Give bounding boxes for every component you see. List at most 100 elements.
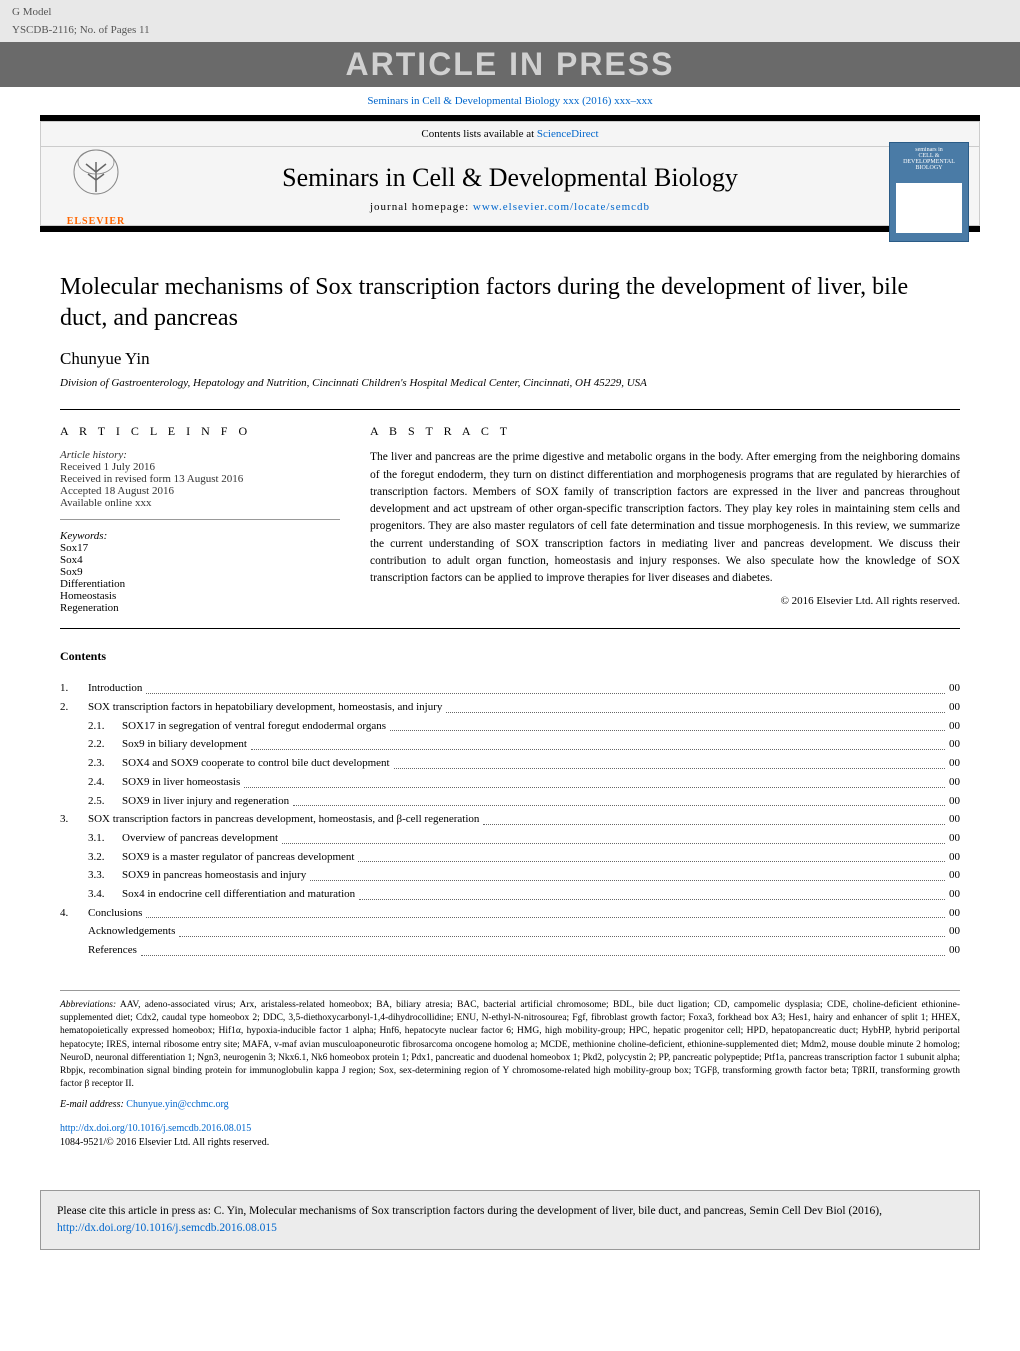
toc-label: Conclusions: [88, 904, 142, 923]
toc-page: 00: [949, 885, 960, 904]
toc-indent: [60, 922, 88, 941]
elsevier-text: ELSEVIER: [51, 216, 141, 227]
article-in-press-banner: ARTICLE IN PRESS: [0, 42, 1020, 87]
toc-dots: [394, 754, 945, 769]
toc-num: 3.: [60, 810, 88, 829]
toc-indent: [60, 941, 88, 960]
journal-name: Seminars in Cell & Developmental Biology: [41, 147, 979, 201]
doi-link[interactable]: http://dx.doi.org/10.1016/j.semcdb.2016.…: [60, 1123, 251, 1134]
history-accepted: Accepted 18 August 2016: [60, 485, 340, 497]
toc-row[interactable]: Acknowledgements00: [60, 922, 960, 941]
toc-page: 00: [949, 754, 960, 773]
keyword: Homeostasis: [60, 590, 340, 602]
toc-row[interactable]: 2.1.SOX17 in segregation of ventral fore…: [60, 717, 960, 736]
abbrev-text: AAV, adeno-associated virus; Arx, arista…: [60, 1000, 960, 1090]
toc-dots: [146, 679, 945, 694]
toc-row[interactable]: 4.Conclusions00: [60, 904, 960, 923]
journal-header: ELSEVIER seminars inCELL & DEVELOPMENTAL…: [40, 121, 980, 226]
toc-subnum: 2.4.: [60, 773, 122, 792]
toc-subnum: 3.1.: [60, 829, 122, 848]
toc-label: References: [88, 941, 137, 960]
email-link[interactable]: Chunyue.yin@cchmc.org: [126, 1099, 228, 1110]
toc-dots: [251, 735, 945, 750]
toc-dots: [310, 866, 945, 881]
toc-subnum: 2.2.: [60, 735, 122, 754]
keyword: Sox4: [60, 554, 340, 566]
toc-dots: [244, 773, 945, 788]
header-bar-2: YSCDB-2116; No. of Pages 11: [0, 24, 1020, 42]
toc-page: 00: [949, 810, 960, 829]
email-line: E-mail address: Chunyue.yin@cchmc.org: [60, 1098, 960, 1112]
article-title: Molecular mechanisms of Sox transcriptio…: [60, 272, 960, 334]
toc-label: SOX transcription factors in pancreas de…: [88, 810, 479, 829]
toc-row[interactable]: 2.5.SOX9 in liver injury and regeneratio…: [60, 792, 960, 811]
homepage-label: journal homepage:: [370, 201, 473, 213]
contents-heading: Contents: [60, 649, 960, 664]
keyword: Sox17: [60, 542, 340, 554]
abbreviations: Abbreviations: AAV, adeno-associated vir…: [60, 999, 960, 1092]
author-name: Chunyue Yin: [60, 349, 960, 369]
doc-id: YSCDB-2116; No. of Pages 11: [12, 24, 150, 36]
toc-dots: [146, 904, 945, 919]
toc-row[interactable]: 3.3.SOX9 in pancreas homeostasis and inj…: [60, 866, 960, 885]
history-online: Available online xxx: [60, 497, 340, 509]
journal-cover-thumbnail: seminars inCELL & DEVELOPMENTALBIOLOGY: [889, 142, 969, 242]
toc-row[interactable]: 3.2.SOX9 is a master regulator of pancre…: [60, 848, 960, 867]
abstract-text: The liver and pancreas are the prime dig…: [370, 449, 960, 587]
toc-dots: [282, 829, 945, 844]
toc-dots: [179, 922, 945, 937]
toc-num: 1.: [60, 679, 88, 698]
abstract-col: A B S T R A C T The liver and pancreas a…: [370, 424, 960, 614]
abbrev-label: Abbreviations:: [60, 1000, 116, 1010]
keywords-block: Keywords: Sox17 Sox4 Sox9 Differentiatio…: [60, 530, 340, 614]
header-bar: G Model: [0, 0, 1020, 24]
toc-dots: [293, 792, 945, 807]
toc-row[interactable]: 2.4.SOX9 in liver homeostasis 00: [60, 773, 960, 792]
toc-subnum: 3.2.: [60, 848, 122, 867]
toc-label: Acknowledgements: [88, 922, 175, 941]
keyword: Sox9: [60, 566, 340, 578]
toc-label: SOX9 is a master regulator of pancreas d…: [122, 848, 354, 867]
toc-subnum: 3.4.: [60, 885, 122, 904]
toc-row[interactable]: 2.2.Sox9 in biliary development00: [60, 735, 960, 754]
toc-row[interactable]: 2.SOX transcription factors in hepatobil…: [60, 698, 960, 717]
sciencedirect-link[interactable]: ScienceDirect: [537, 128, 599, 140]
toc-row[interactable]: 3.SOX transcription factors in pancreas …: [60, 810, 960, 829]
toc-dots: [446, 698, 945, 713]
g-model-label: G Model: [12, 6, 51, 18]
article-content: Molecular mechanisms of Sox transcriptio…: [0, 232, 1020, 1170]
toc-row[interactable]: 3.4.Sox4 in endocrine cell differentiati…: [60, 885, 960, 904]
toc-page: 00: [949, 773, 960, 792]
toc-row[interactable]: 3.1.Overview of pancreas development00: [60, 829, 960, 848]
toc-subnum: 3.3.: [60, 866, 122, 885]
toc-label: SOX9 in liver injury and regeneration: [122, 792, 289, 811]
article-info-heading: A R T I C L E I N F O: [60, 424, 340, 439]
elsevier-logo: ELSEVIER: [51, 142, 141, 242]
toc-label: Sox4 in endocrine cell differentiation a…: [122, 885, 355, 904]
toc-page: 00: [949, 679, 960, 698]
toc-label: Sox9 in biliary development: [122, 735, 247, 754]
keywords-label: Keywords:: [60, 530, 340, 542]
cite-box: Please cite this article in press as: C.…: [40, 1190, 980, 1251]
cite-doi-link[interactable]: http://dx.doi.org/10.1016/j.semcdb.2016.…: [57, 1222, 277, 1234]
toc-page: 00: [949, 848, 960, 867]
author-affiliation: Division of Gastroenterology, Hepatology…: [60, 377, 960, 389]
journal-ref-text: Seminars in Cell & Developmental Biology…: [367, 95, 652, 107]
info-abstract-row: A R T I C L E I N F O Article history: R…: [60, 409, 960, 629]
toc-row[interactable]: References 00: [60, 941, 960, 960]
toc-page: 00: [949, 941, 960, 960]
journal-ref-link[interactable]: Seminars in Cell & Developmental Biology…: [0, 87, 1020, 115]
toc-row[interactable]: 1.Introduction 00: [60, 679, 960, 698]
toc-label: SOX9 in liver homeostasis: [122, 773, 240, 792]
email-label: E-mail address:: [60, 1099, 126, 1110]
toc-num: 2.: [60, 698, 88, 717]
toc-label: Introduction: [88, 679, 142, 698]
abstract-copyright: © 2016 Elsevier Ltd. All rights reserved…: [370, 595, 960, 607]
toc-dots: [483, 810, 945, 825]
toc-dots: [359, 885, 945, 900]
cite-text: Please cite this article in press as: C.…: [57, 1205, 882, 1217]
doi-block: http://dx.doi.org/10.1016/j.semcdb.2016.…: [60, 1122, 960, 1150]
toc-row[interactable]: 2.3.SOX4 and SOX9 cooperate to control b…: [60, 754, 960, 773]
toc-page: 00: [949, 717, 960, 736]
homepage-link[interactable]: www.elsevier.com/locate/semcdb: [473, 201, 650, 213]
